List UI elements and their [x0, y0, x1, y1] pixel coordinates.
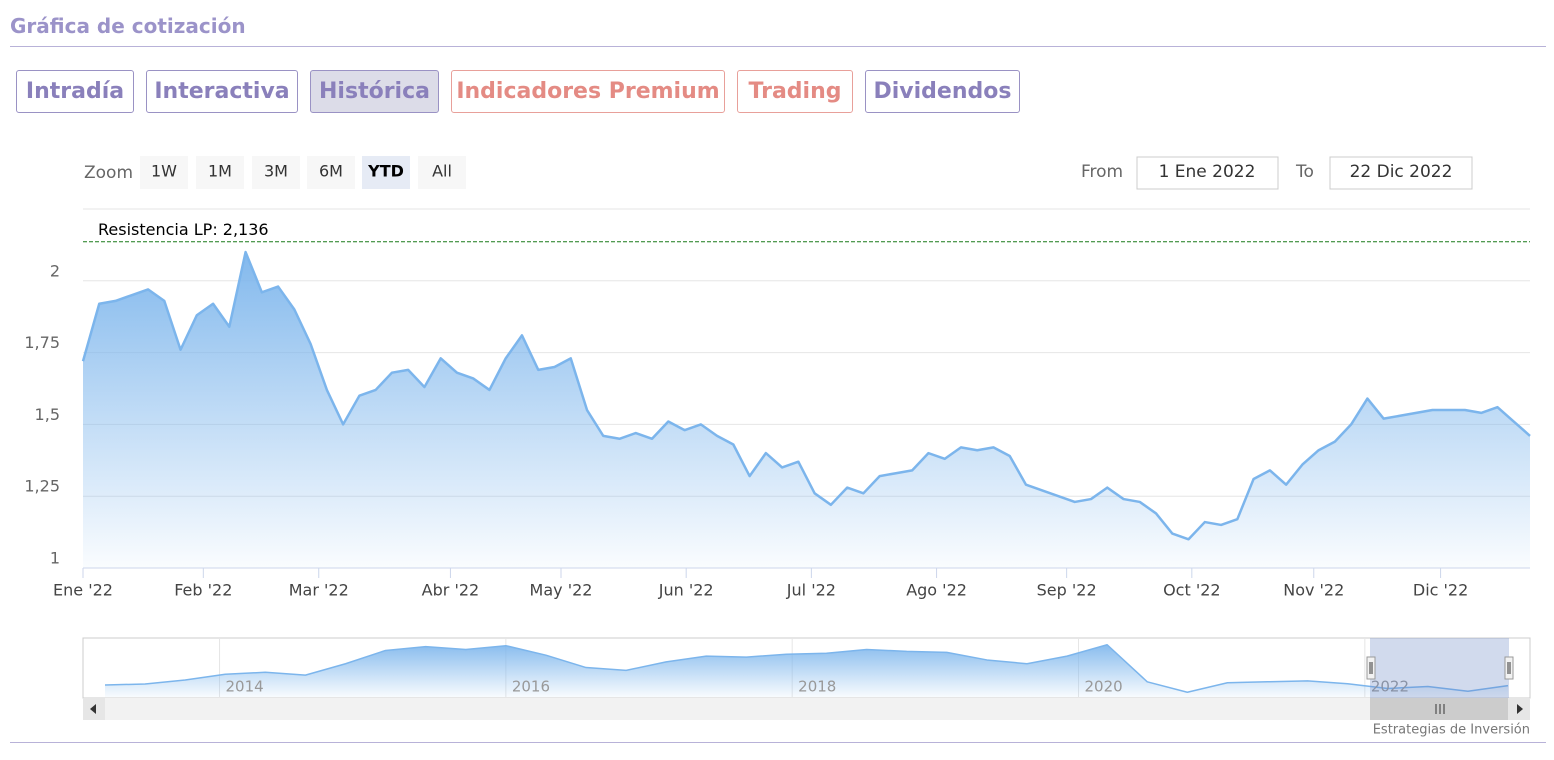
navigator-handle[interactable]	[1504, 656, 1514, 680]
navigator-selection[interactable]	[1370, 638, 1509, 698]
x-tick-label: Mar '22	[289, 581, 349, 600]
y-tick-label: 1	[50, 549, 60, 568]
navigator-label: 2014	[226, 678, 264, 696]
x-tick-label: Sep '22	[1037, 581, 1097, 600]
price-line	[81, 250, 1531, 541]
x-tick-label: Dic '22	[1413, 581, 1468, 600]
x-tick-label: Jun '22	[658, 581, 714, 600]
y-tick-label: 1,25	[24, 477, 60, 496]
x-tick-label: Ene '22	[53, 581, 113, 600]
from-value: 1 Ene 2022	[1159, 162, 1256, 182]
zoom-button[interactable]	[418, 156, 466, 189]
tab[interactable]: Trading	[737, 70, 853, 113]
zoom-button-label: 3M	[264, 162, 288, 181]
tab[interactable]: Dividendos	[865, 70, 1020, 113]
navigator-label: 2022	[1371, 678, 1409, 696]
x-tick-label: Nov '22	[1283, 581, 1344, 600]
tab[interactable]: Histórica	[310, 70, 439, 113]
navigator-label: 2018	[798, 678, 836, 696]
zoom-button-label: 6M	[319, 162, 343, 181]
zoom-button[interactable]	[140, 156, 188, 189]
zoom-button[interactable]	[196, 156, 244, 189]
tab[interactable]: Interactiva	[146, 70, 298, 113]
x-tick-label: Ago '22	[906, 581, 967, 600]
zoom-button-label: 1M	[208, 162, 232, 181]
navigator-label: 2016	[512, 678, 550, 696]
scrollbar[interactable]	[83, 698, 1530, 720]
to-input[interactable]	[1329, 156, 1473, 190]
zoom-label: Zoom	[84, 163, 133, 183]
navigator-handle[interactable]	[1366, 656, 1376, 680]
x-tick-label: Feb '22	[174, 581, 232, 600]
y-tick-label: 1,75	[24, 333, 60, 352]
handle-grip	[1507, 662, 1511, 674]
from-input[interactable]	[1136, 156, 1279, 190]
y-tick-label: 1,5	[35, 405, 60, 424]
divider	[10, 742, 1546, 743]
credits: Estrategias de Inversión	[1373, 723, 1530, 738]
from-label: From	[1081, 162, 1123, 182]
navigator-label: 2020	[1085, 678, 1123, 696]
zoom-button-label: YTD	[367, 162, 404, 181]
area-fill	[105, 644, 1508, 697]
divider	[10, 46, 1546, 47]
x-tick-label: Jul '22	[786, 581, 836, 600]
resistance-label: Resistencia LP: 2,136	[98, 220, 269, 239]
to-value: 22 Dic 2022	[1350, 162, 1453, 182]
arrow	[1517, 704, 1523, 714]
scroll-thumb[interactable]	[1370, 698, 1508, 720]
zoom-button[interactable]	[252, 156, 300, 189]
zoom-button[interactable]	[307, 156, 355, 189]
zoom-button-label: 1W	[151, 162, 177, 181]
handle-grip	[1369, 662, 1373, 674]
tab[interactable]: Intradía	[16, 70, 134, 113]
zoom-button-label: All	[432, 162, 452, 181]
area-fill	[83, 252, 1530, 568]
y-tick-label: 2	[50, 261, 60, 280]
section-title: Gráfica de cotización	[10, 14, 246, 38]
x-tick-label: Abr '22	[422, 581, 480, 600]
arrow	[90, 704, 96, 714]
grip	[1435, 704, 1445, 714]
to-label: To	[1295, 162, 1314, 182]
tab[interactable]: Indicadores Premium	[451, 70, 725, 113]
x-tick-label: Oct '22	[1163, 581, 1221, 600]
price-line	[104, 644, 1509, 693]
x-tick-label: May '22	[530, 581, 593, 600]
zoom-button[interactable]	[362, 156, 410, 189]
